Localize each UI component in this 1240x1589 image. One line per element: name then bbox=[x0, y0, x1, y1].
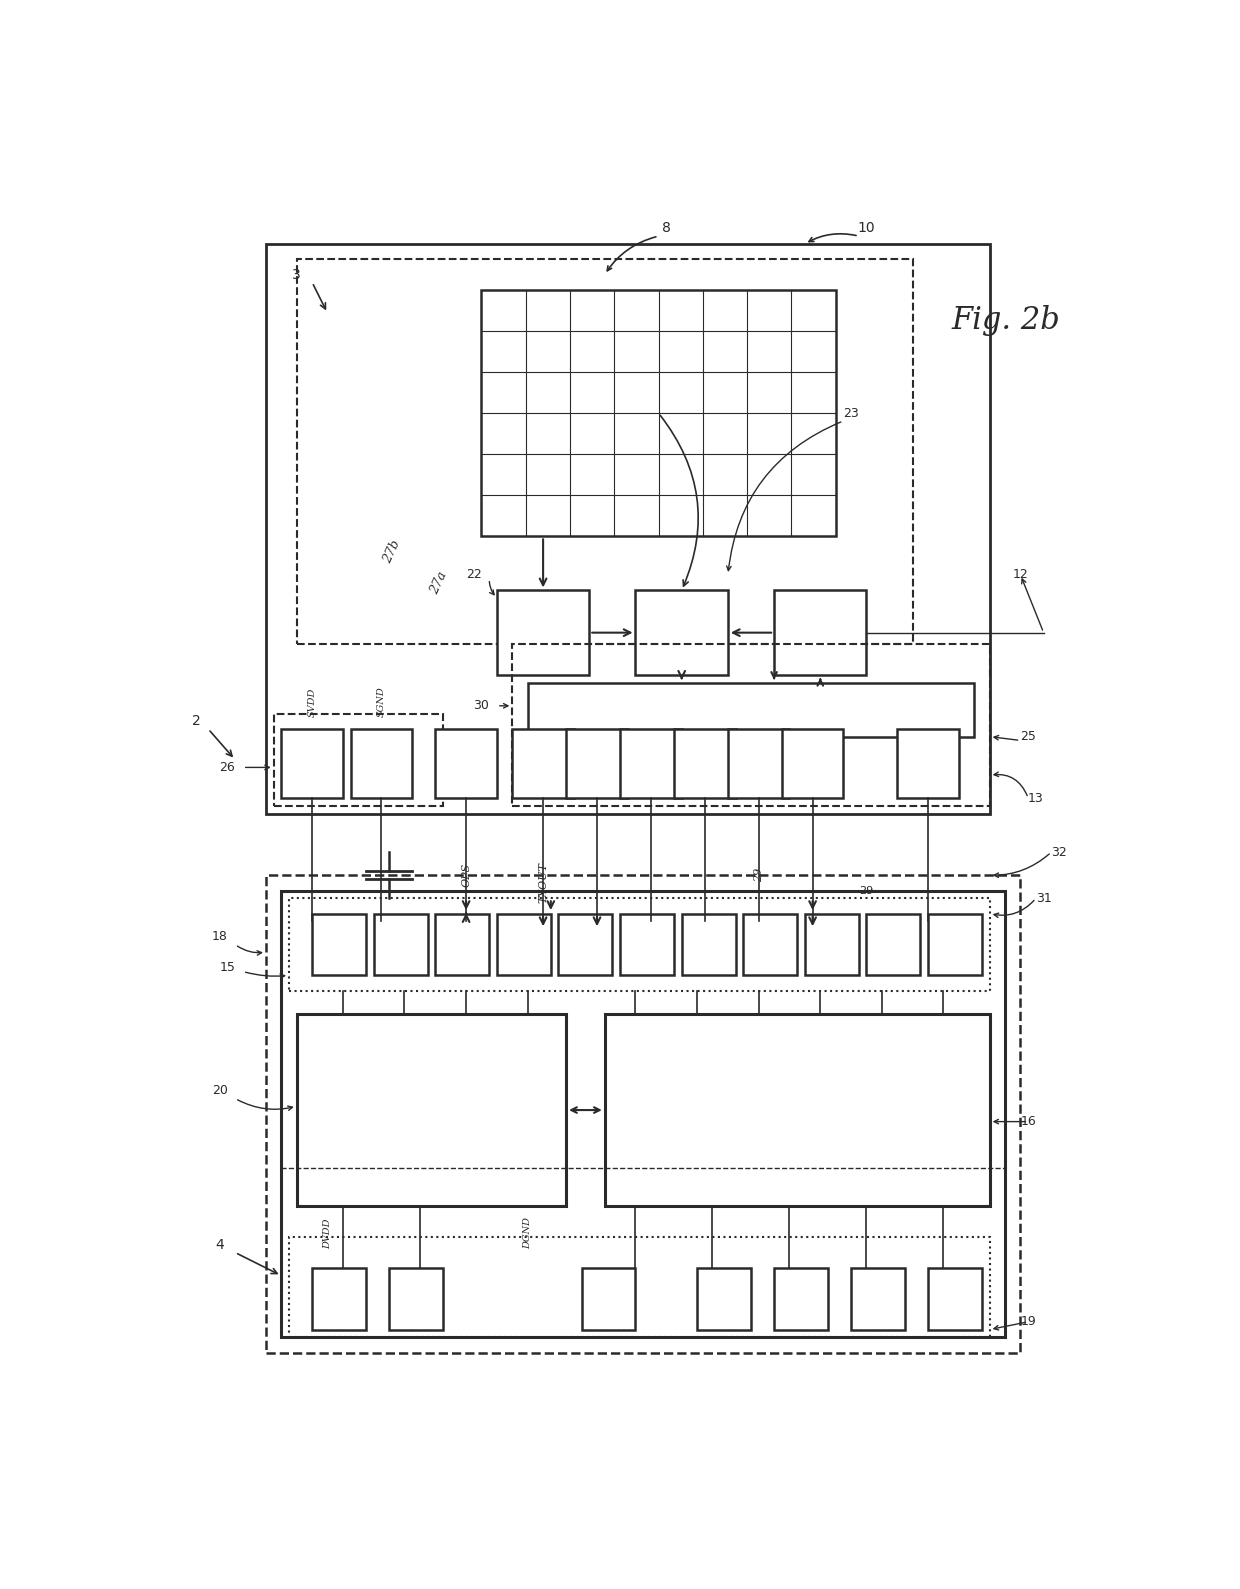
Bar bbox=[605, 1014, 990, 1206]
Bar bbox=[265, 243, 990, 814]
Bar bbox=[851, 1268, 905, 1330]
Bar bbox=[281, 890, 1006, 1338]
Text: Fig. 2b: Fig. 2b bbox=[951, 305, 1060, 337]
Text: 10: 10 bbox=[858, 221, 875, 235]
Text: 31: 31 bbox=[1035, 891, 1052, 904]
Bar bbox=[497, 914, 551, 976]
Text: 29: 29 bbox=[754, 868, 764, 882]
Bar bbox=[281, 729, 343, 798]
Bar bbox=[289, 898, 990, 990]
Bar bbox=[435, 729, 497, 798]
Bar bbox=[774, 590, 867, 675]
Text: DVDD: DVDD bbox=[322, 1219, 332, 1249]
Text: 29: 29 bbox=[859, 885, 874, 896]
Text: 13: 13 bbox=[1028, 791, 1044, 804]
Text: SGND: SGND bbox=[377, 686, 386, 717]
Bar bbox=[497, 590, 589, 675]
Bar bbox=[512, 729, 574, 798]
Bar bbox=[512, 644, 990, 806]
Text: 2: 2 bbox=[192, 713, 201, 728]
Text: 27b: 27b bbox=[382, 539, 403, 566]
Bar bbox=[528, 683, 975, 737]
Text: 8: 8 bbox=[662, 221, 671, 235]
Bar bbox=[312, 914, 366, 976]
Bar bbox=[697, 1268, 751, 1330]
Text: OPS: OPS bbox=[461, 863, 471, 887]
Text: 25: 25 bbox=[1021, 729, 1037, 744]
Text: 16: 16 bbox=[1021, 1115, 1037, 1128]
Bar bbox=[312, 1268, 366, 1330]
Bar bbox=[582, 1268, 635, 1330]
Text: 15: 15 bbox=[219, 961, 236, 974]
Text: 18: 18 bbox=[212, 930, 228, 944]
Bar bbox=[805, 914, 859, 976]
Text: 27a: 27a bbox=[428, 569, 449, 596]
Bar bbox=[389, 1268, 443, 1330]
Bar bbox=[435, 914, 490, 976]
Bar bbox=[296, 1014, 567, 1206]
Bar bbox=[675, 729, 735, 798]
Text: 30: 30 bbox=[474, 699, 490, 712]
Bar bbox=[728, 729, 790, 798]
Text: TXOUT: TXOUT bbox=[538, 863, 548, 904]
Text: 12: 12 bbox=[1013, 569, 1028, 582]
Bar bbox=[274, 713, 443, 806]
Bar bbox=[567, 729, 627, 798]
Text: 32: 32 bbox=[1052, 845, 1066, 858]
Bar bbox=[620, 914, 675, 976]
Text: 4: 4 bbox=[216, 1238, 224, 1252]
Bar bbox=[928, 914, 982, 976]
Bar bbox=[296, 259, 913, 644]
Bar bbox=[620, 729, 682, 798]
Bar bbox=[351, 729, 412, 798]
Bar bbox=[743, 914, 797, 976]
Text: 19: 19 bbox=[1021, 1316, 1037, 1328]
Bar bbox=[898, 729, 959, 798]
Bar bbox=[289, 1238, 990, 1338]
Bar bbox=[928, 1268, 982, 1330]
Bar bbox=[867, 914, 920, 976]
Bar bbox=[481, 291, 836, 537]
Bar bbox=[635, 590, 728, 675]
Text: 22: 22 bbox=[466, 569, 481, 582]
Text: DGND: DGND bbox=[523, 1217, 532, 1249]
Bar bbox=[265, 876, 1021, 1352]
Text: SVDD: SVDD bbox=[308, 688, 316, 717]
Bar bbox=[558, 914, 613, 976]
Text: 3: 3 bbox=[293, 267, 301, 281]
Text: 23: 23 bbox=[843, 407, 859, 419]
Text: 20: 20 bbox=[212, 1084, 228, 1098]
Text: 26: 26 bbox=[219, 761, 236, 774]
Bar bbox=[774, 1268, 828, 1330]
Bar bbox=[373, 914, 428, 976]
Bar bbox=[682, 914, 735, 976]
Bar bbox=[781, 729, 843, 798]
